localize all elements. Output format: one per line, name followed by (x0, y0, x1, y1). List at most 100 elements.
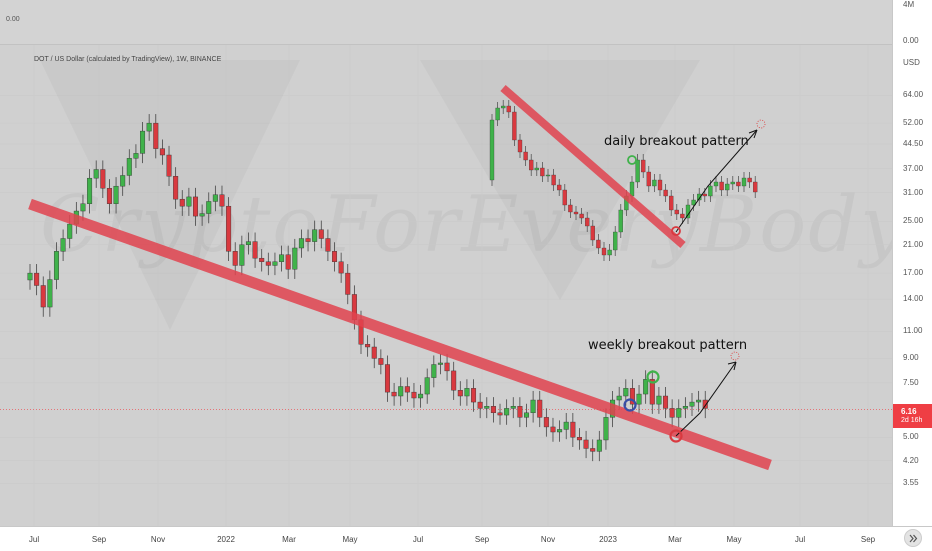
daily-candle-body (736, 181, 741, 187)
daily-candle-body (725, 183, 730, 191)
daily-candle-body (601, 247, 607, 256)
candle-body (40, 285, 46, 308)
candle-body (431, 364, 437, 378)
weekly-arrow-head (727, 361, 737, 371)
candle-body (93, 169, 99, 179)
daily-candle-body (629, 181, 635, 197)
symbol-legend[interactable]: DOT / US Dollar (calculated by TradingVi… (34, 56, 222, 63)
daily-candle-body (506, 105, 511, 113)
candle-body (424, 377, 430, 395)
candle-body (437, 362, 443, 365)
candle-body (27, 272, 33, 281)
candle-body (510, 406, 516, 409)
daily-candle-body (652, 179, 657, 187)
candle-body (484, 406, 490, 409)
price-axis-label: 3.55 (903, 478, 919, 488)
candle-body (332, 251, 338, 262)
candle-body (325, 238, 331, 252)
time-axis-label: Jul (28, 535, 40, 544)
candle-body (140, 130, 146, 154)
candle-body (67, 223, 73, 239)
go-to-realtime-button[interactable] (904, 529, 922, 547)
candle-body (232, 251, 238, 266)
candle-body (159, 148, 165, 156)
weekly-breakout-label: weekly breakout pattern (588, 338, 748, 353)
daily-candle-body (657, 179, 663, 191)
daily-candle-body (596, 239, 601, 249)
candle-body (669, 408, 675, 418)
daily-candle-body (585, 217, 590, 227)
candle-body (517, 406, 523, 418)
price-axis-label: 44.50 (903, 139, 924, 149)
daily-target-marker (756, 119, 766, 129)
chart-canvas[interactable] (0, 0, 892, 526)
daily-candle-body (501, 105, 506, 109)
time-axis-label: Mar (282, 535, 296, 544)
daily-candle-body (697, 193, 702, 201)
candle-body (153, 122, 159, 149)
candle-body (391, 391, 397, 397)
candle-body (663, 395, 669, 409)
candle-body (457, 390, 463, 397)
candle-body (583, 439, 589, 449)
candle-body (265, 261, 271, 266)
daily-candle-body (557, 184, 562, 191)
time-axis-label: 2023 (599, 535, 617, 544)
time-axis-label: Sep (860, 535, 876, 544)
price-axis-label: 37.00 (903, 163, 924, 173)
candle-body (530, 399, 536, 414)
candle-body (616, 395, 622, 401)
candle-body (411, 391, 417, 399)
candle-body (226, 205, 232, 252)
price-axis-label: 17.00 (903, 268, 924, 278)
candle-body (570, 421, 576, 438)
candle-body (702, 399, 708, 409)
daily-candle-body (534, 167, 539, 171)
candle-body (576, 437, 582, 441)
currency-label: USD (903, 58, 920, 67)
candle-body (305, 238, 311, 242)
candle-body (451, 370, 457, 391)
candle-body (279, 254, 285, 262)
time-axis[interactable]: Jul Sep Nov 2022 Mar May Jul Sep Nov 2023 Mar May Ju… (0, 526, 932, 551)
candle-body (298, 238, 304, 249)
daily-candle-body (495, 107, 500, 121)
daily-candle-body (512, 111, 517, 141)
candle-body (696, 399, 702, 403)
candle-body (312, 229, 318, 242)
price-axis-label: 25.00 (903, 216, 924, 226)
double-chevron-right-icon (909, 534, 918, 543)
price-axis[interactable]: 4M 0.00 USD 64.00 52.00 44.50 37.00 31.00 25.… (892, 0, 932, 526)
candle-body (477, 401, 483, 409)
candle-body (490, 406, 496, 414)
daily-candle-body (669, 195, 674, 211)
candle-body (398, 386, 404, 397)
candle-body (106, 188, 112, 204)
daily-breakout-marker (627, 155, 637, 165)
candle-body (272, 261, 278, 266)
weekly-target-marker (730, 351, 740, 361)
volume-axis-label-4m: 4M (903, 0, 915, 9)
candle-body (464, 388, 470, 397)
weekly-breakout-marker (646, 370, 660, 384)
candle-body (365, 344, 371, 348)
daily-candle-body (529, 159, 534, 171)
candle-body (338, 261, 344, 274)
time-axis-label: Sep (474, 535, 490, 544)
daily-candle-body (489, 119, 495, 181)
candle-body (100, 169, 106, 189)
daily-candle-body (691, 199, 696, 206)
daily-candle-body (613, 231, 618, 251)
daily-candle-body (646, 171, 651, 187)
weekly-projection-arrow (675, 361, 737, 437)
daily-candle-body (641, 159, 646, 173)
candle-body (404, 386, 410, 393)
candle-body (629, 388, 635, 405)
candle-body (656, 395, 662, 405)
volume-axis-label-zero: 0.00 (903, 36, 919, 45)
price-axis-label: 52.00 (903, 118, 924, 128)
daily-candle-body (741, 177, 747, 187)
daily-candle-body (753, 181, 758, 193)
daily-candle-body (551, 174, 556, 186)
daily-candle-body (540, 167, 545, 177)
